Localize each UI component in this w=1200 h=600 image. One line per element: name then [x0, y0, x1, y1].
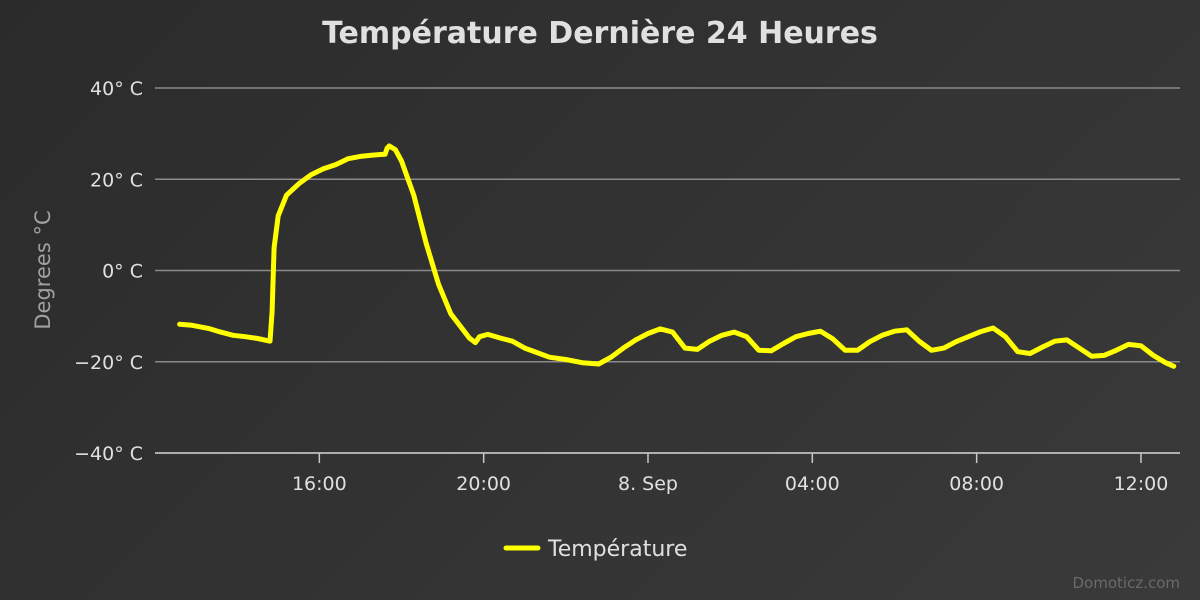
- x-tick-label: 20:00: [456, 473, 511, 495]
- y-tick-label: −40° C: [74, 443, 143, 465]
- legend-label-temperature: Température: [547, 537, 687, 562]
- x-tick-label: 16:00: [292, 473, 347, 495]
- x-tick-label: 8. Sep: [618, 473, 678, 495]
- x-tick-label: 08:00: [949, 473, 1004, 495]
- y-tick-label: −20° C: [74, 352, 143, 374]
- y-tick-label: 20° C: [90, 169, 143, 191]
- y-axis: 40° C 20° C 0° C −20° C −40° C: [74, 78, 143, 465]
- series-line-temperature[interactable]: [177, 143, 1177, 369]
- x-axis: 16:00 20:00 8. Sep 04:00 08:00 12:00: [155, 452, 1180, 495]
- y-tick-label: 0° C: [102, 261, 143, 283]
- chart-title: Température Dernière 24 Heures: [322, 16, 878, 51]
- legend[interactable]: Température: [503, 537, 687, 562]
- credit-text: Domoticz.com: [1073, 574, 1181, 592]
- x-tick-label: 12:00: [1114, 473, 1169, 495]
- x-tick-label: 04:00: [785, 473, 840, 495]
- plot-area: [177, 143, 1177, 369]
- y-axis-label: Degrees °C: [31, 210, 55, 329]
- y-tick-label: 40° C: [90, 78, 143, 100]
- grid-lines: [155, 87, 1180, 454]
